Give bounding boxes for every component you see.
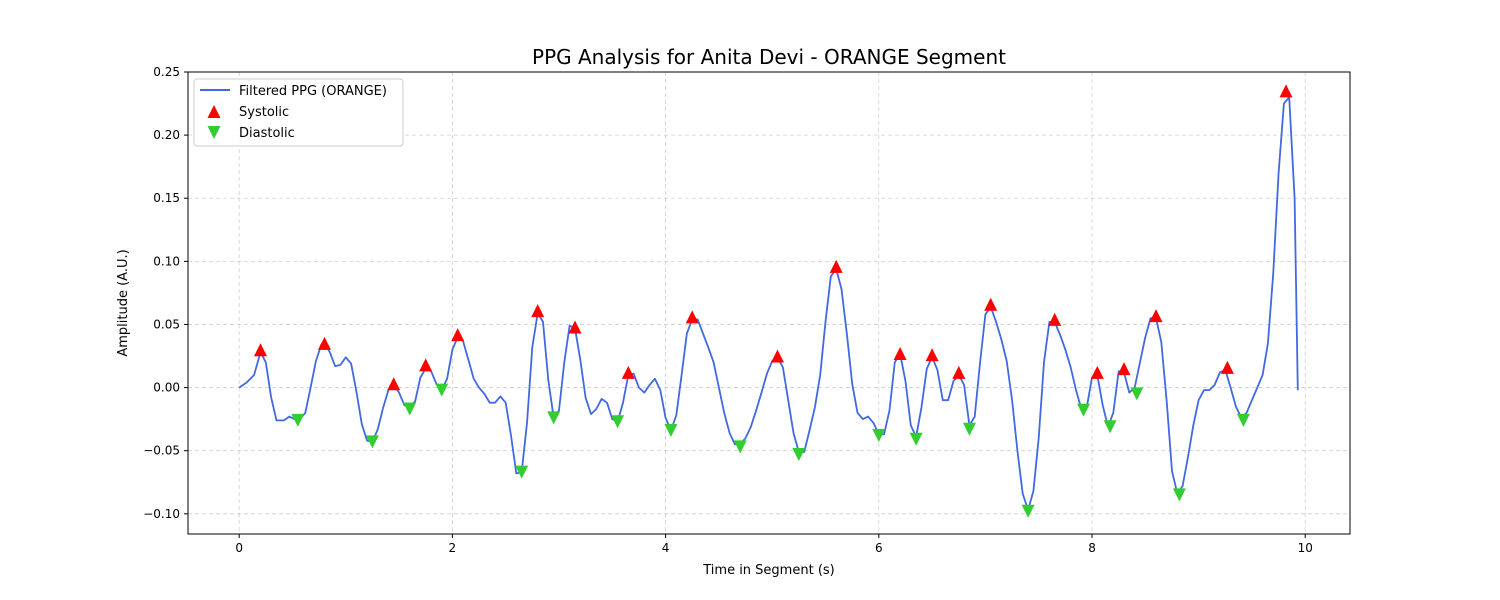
systolic-marker xyxy=(451,328,465,342)
systolic-marker xyxy=(1220,360,1234,374)
systolic-marker xyxy=(1279,84,1293,98)
legend-diastolic-marker xyxy=(207,126,221,139)
y-tick-label: 0.10 xyxy=(153,254,180,268)
diastolic-marker xyxy=(792,448,806,461)
y-tick-label: 0.00 xyxy=(153,381,180,395)
systolic-marker xyxy=(829,259,843,273)
y-tick-label: 0.05 xyxy=(153,317,180,331)
y-tick-label: −0.10 xyxy=(143,507,180,521)
y-tick-label: 0.20 xyxy=(153,128,180,142)
systolic-marker xyxy=(387,377,401,391)
x-tick-label: 10 xyxy=(1298,541,1313,555)
systolic-marker xyxy=(531,304,545,318)
x-axis-ticks: 0 2 4 6 8 10 xyxy=(235,534,1313,555)
systolic-marker xyxy=(318,336,331,350)
diastolic-marker xyxy=(872,429,886,442)
diastolic-marker xyxy=(435,383,449,397)
x-tick-label: 4 xyxy=(662,541,670,555)
diastolic-marker xyxy=(515,465,529,479)
diastolic-marker xyxy=(1077,403,1090,417)
systolic-marker xyxy=(1149,309,1163,323)
x-axis-label: Time in Segment (s) xyxy=(702,563,834,578)
diastolic-marker xyxy=(909,432,923,446)
legend-label-diastolic: Diastolic xyxy=(239,126,295,141)
legend-label-filtered: Filtered PPG (ORANGE) xyxy=(239,84,387,99)
systolic-marker xyxy=(1117,362,1131,376)
legend: Filtered PPG (ORANGE) Systolic Diastolic xyxy=(193,78,404,147)
diastolic-marker xyxy=(403,402,417,416)
systolic-marker xyxy=(1090,365,1104,379)
systolic-marker xyxy=(925,348,939,362)
systolic-marker xyxy=(419,358,433,372)
systolic-marker xyxy=(254,343,267,357)
x-tick-label: 6 xyxy=(875,541,883,555)
axes-frame xyxy=(187,71,1351,535)
y-tick-label: 0.15 xyxy=(153,191,180,205)
diastolic-marker xyxy=(365,435,379,449)
diastolic-marker xyxy=(1172,488,1186,502)
x-tick-label: 8 xyxy=(1088,541,1096,555)
y-axis-ticks: −0.10 −0.05 0.00 0.05 0.10 0.15 0.20 0.25 xyxy=(143,65,188,521)
systolic-marker xyxy=(771,349,784,363)
systolic-marker xyxy=(685,310,699,324)
plot-area xyxy=(238,84,1299,518)
systolic-marker xyxy=(893,347,907,360)
systolic-marker xyxy=(621,365,635,379)
systolic-marker xyxy=(1048,312,1062,326)
diastolic-marker xyxy=(664,424,678,437)
diastolic-marker xyxy=(1021,504,1035,518)
x-tick-label: 0 xyxy=(235,541,243,555)
systolic-marker xyxy=(568,320,582,334)
systolic-marker xyxy=(952,365,966,379)
diastolic-marker xyxy=(547,411,561,425)
diastolic-marker xyxy=(291,413,305,427)
systolic-marker xyxy=(984,297,998,311)
diastolic-marker xyxy=(1236,413,1250,427)
y-tick-label: −0.05 xyxy=(143,444,180,458)
chart-title: PPG Analysis for Anita Devi - ORANGE Seg… xyxy=(532,45,1006,69)
diastolic-marker xyxy=(733,440,747,454)
diastolic-marker xyxy=(1130,387,1144,401)
diastolic-marker xyxy=(1103,420,1117,434)
legend-systolic-marker xyxy=(207,105,221,118)
y-axis-label: Amplitude (A.U.) xyxy=(116,249,131,356)
legend-label-systolic: Systolic xyxy=(239,105,289,120)
legend-frame xyxy=(193,78,404,147)
x-tick-label: 2 xyxy=(449,541,457,555)
diastolic-marker xyxy=(962,422,976,436)
diastolic-marker xyxy=(611,415,625,429)
y-tick-label: 0.25 xyxy=(153,65,180,79)
